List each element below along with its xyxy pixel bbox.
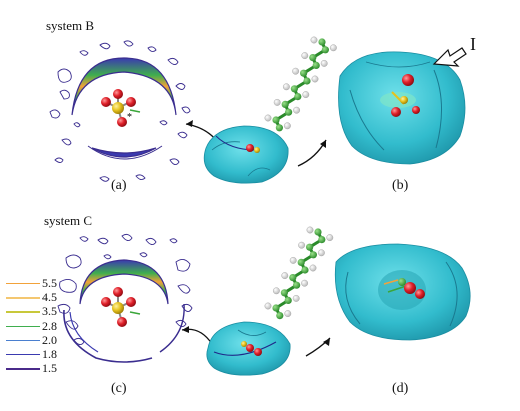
hydrogen-atom: [310, 265, 316, 271]
carbon-atom: [272, 116, 279, 123]
panel-d-zoomed-surface: [335, 244, 470, 340]
legend-swatch: [6, 326, 40, 327]
legend-value: 2.8: [42, 319, 57, 334]
legend-item: 2.0: [6, 333, 66, 347]
panel-b-left-micelle: [204, 126, 288, 183]
hydrogen-atom: [301, 280, 307, 286]
carbon-atom: [318, 38, 325, 45]
legend-value: 4.5: [42, 290, 57, 305]
panel-a-sulfate-molecule: *: [101, 89, 140, 127]
hydrogen-atom: [265, 115, 271, 121]
legend-value: 2.0: [42, 333, 57, 348]
hydrogen-atom: [302, 52, 308, 58]
hydrogen-atom: [273, 288, 279, 294]
legend-item: 3.5: [6, 304, 66, 318]
legend-item: 5.5: [6, 276, 66, 290]
carbon-atom: [276, 312, 283, 319]
carbon-atom: [318, 236, 325, 243]
carbon-atom: [285, 109, 292, 116]
panel-d-label: (d): [392, 381, 408, 397]
carbon-atom: [291, 85, 298, 92]
hydrogen-atom: [282, 272, 288, 278]
hydrogen-atom: [312, 76, 318, 82]
hydrogen-atom: [285, 310, 291, 316]
carbon-atom: [293, 282, 300, 289]
carbon-atom: [289, 274, 296, 281]
carbon-atom: [272, 304, 279, 311]
carbon-atom: [310, 251, 317, 258]
legend-item: 2.8: [6, 319, 66, 333]
panel-a-lower-band: [92, 148, 156, 157]
hydrogen-atom: [284, 123, 290, 129]
legend-swatch: [6, 297, 40, 298]
hydrogen-atom: [307, 227, 313, 233]
carbon-atom: [314, 228, 321, 235]
carbon-atom: [313, 62, 320, 69]
panel-b-alkyl-chain: [265, 37, 337, 132]
hydrogen-atom: [293, 295, 299, 301]
panel-d-left-micelle: [207, 322, 290, 375]
legend-value: 3.5: [42, 304, 57, 319]
hydrogen-atom: [311, 37, 317, 43]
carbon-atom: [309, 54, 316, 61]
panel-c-label: (c): [111, 381, 127, 397]
carbon-atom: [285, 297, 292, 304]
legend-value: 1.5: [42, 361, 57, 376]
panel-c-scattered-contours: [58, 234, 192, 344]
hydrogen-atom: [318, 250, 324, 256]
hydrogen-atom: [298, 242, 304, 248]
legend-value: 5.5: [42, 276, 57, 291]
hydrogen-atom: [290, 257, 296, 263]
carbon-atom: [306, 244, 313, 251]
panel-b-label: (b): [392, 178, 408, 194]
hydrogen-atom: [292, 68, 298, 74]
panel-a-upper-band: [72, 58, 176, 115]
hydrogen-atom: [265, 303, 271, 309]
carbon-atom: [298, 259, 305, 266]
hydrogen-atom: [274, 99, 280, 105]
carbon-atom: [301, 266, 308, 273]
legend-swatch: [6, 340, 40, 341]
hydrogen-atom: [330, 45, 336, 51]
carbon-atom: [276, 124, 283, 131]
svg-text:*: *: [127, 112, 132, 123]
hydrogen-atom: [321, 60, 327, 66]
system-c-label: system C: [44, 213, 92, 229]
legend-swatch: [6, 311, 40, 312]
carbon-atom: [303, 77, 310, 84]
panel-d-alkyl-chain: [265, 227, 333, 319]
legend-value: 1.8: [42, 347, 57, 362]
legend-item: 1.8: [6, 347, 66, 361]
panel-c-contour-plot: [58, 234, 192, 362]
hydrogen-atom: [327, 234, 333, 240]
carbon-atom: [322, 46, 329, 53]
carbon-atom: [300, 70, 307, 77]
legend-swatch: [6, 283, 40, 284]
marker-i-label: I: [470, 34, 476, 55]
panel-c-sulfate-molecule: [101, 287, 140, 327]
panel-b-zoomed-surface: [339, 52, 466, 164]
contour-legend: 5.5 4.5 3.5 2.8 2.0 1.8 1.5: [6, 276, 66, 375]
hydrogen-atom: [293, 107, 299, 113]
hydrogen-atom: [303, 91, 309, 97]
system-b-label: system B: [46, 18, 94, 34]
hydrogen-atom: [283, 84, 289, 90]
marker-i-arrow: [434, 48, 466, 66]
carbon-atom: [294, 93, 301, 100]
carbon-atom: [282, 101, 289, 108]
panel-a-contour-plot: *: [50, 41, 190, 181]
legend-swatch: [6, 354, 40, 355]
legend-item: 1.5: [6, 361, 66, 375]
panel-a-label: (a): [111, 178, 127, 194]
carbon-atom: [281, 289, 288, 296]
panel-c-upper-band: [80, 260, 168, 304]
legend-swatch: [6, 368, 40, 369]
legend-item: 4.5: [6, 290, 66, 304]
